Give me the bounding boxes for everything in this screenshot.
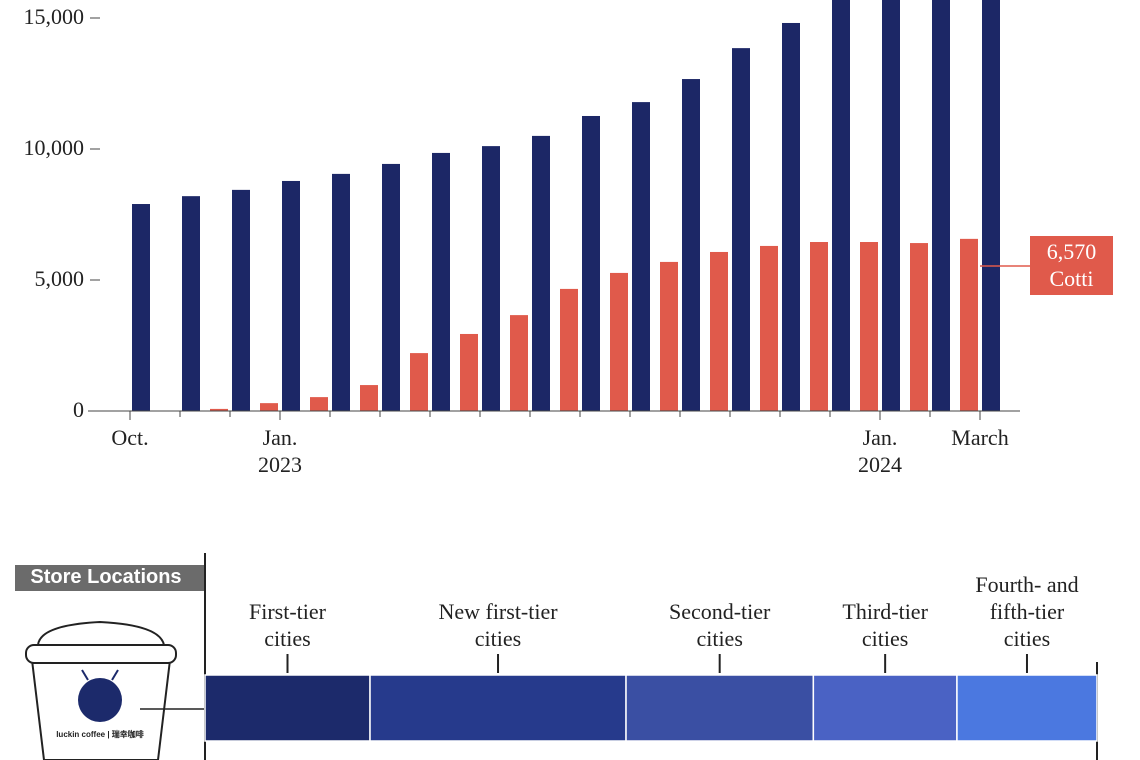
bar: [260, 403, 278, 411]
y-tick-label: 5,000: [34, 266, 85, 291]
strip-title: Store Locations: [30, 566, 181, 588]
bar: [132, 204, 150, 411]
segment-label: New first-tier cities: [438, 599, 558, 651]
strip-segment: [812, 674, 958, 742]
segment-label: First-tier cities: [249, 599, 326, 651]
bar: [210, 408, 228, 411]
logo-text: luckin coffee | 瑞幸咖啡: [56, 729, 144, 739]
y-tick-label: 10,000: [23, 135, 85, 160]
bar: [310, 397, 328, 411]
bar: [910, 243, 928, 411]
bar: [232, 189, 250, 411]
bar: [532, 135, 550, 411]
bar: [760, 245, 778, 411]
bar: [332, 173, 350, 411]
series-name: Cotti: [1049, 266, 1094, 291]
bar: [732, 48, 750, 411]
bar: [782, 22, 800, 412]
annotation-box: [1030, 236, 1113, 295]
bar: [610, 272, 628, 411]
bar: [282, 180, 300, 411]
bar: [982, 0, 1000, 412]
bar: [810, 242, 828, 411]
bar-group: [132, 0, 1000, 412]
bar: [382, 163, 400, 411]
bar: [660, 261, 678, 411]
segment-label: Second-tier cities: [668, 599, 771, 651]
bar: [482, 146, 500, 412]
bar: [432, 152, 450, 411]
bar: [932, 0, 950, 411]
bar: [510, 315, 528, 411]
bar: [710, 251, 728, 411]
x-tick-label: March: [951, 425, 1009, 450]
bar: [832, 0, 850, 412]
x-tick-label: Oct.: [111, 425, 149, 450]
bar: [460, 333, 478, 411]
bar: [182, 196, 200, 411]
value-label: 6,570: [1046, 239, 1097, 264]
x-tick-label: Jan.: [262, 425, 298, 450]
y-tick-label: 0: [73, 397, 84, 422]
bar: [882, 0, 900, 412]
strip-segment: [956, 674, 1098, 742]
bar: [682, 79, 700, 412]
segment-label: Third-tier cities: [842, 599, 928, 651]
bar: [960, 238, 978, 411]
bar: [860, 242, 878, 411]
strip-segment: [204, 674, 371, 742]
annotation: 6,570 Cotti: [1030, 238, 1113, 292]
x-tick-label: Jan.: [862, 425, 898, 450]
segment-label: Fourth- and fifth-tier cities: [975, 572, 1079, 651]
bar: [560, 288, 578, 411]
x-tick-label: 2024: [858, 452, 902, 477]
strip-segment: [369, 674, 627, 742]
strip-segment: [625, 674, 815, 742]
cup: [25, 620, 177, 760]
bar: [632, 102, 650, 412]
bar: [360, 385, 378, 411]
y-tick-label: 15,000: [23, 4, 85, 29]
bar: [410, 353, 428, 411]
x-tick-label: 2023: [258, 452, 302, 477]
bar: [582, 115, 600, 411]
title-box: [15, 565, 204, 591]
